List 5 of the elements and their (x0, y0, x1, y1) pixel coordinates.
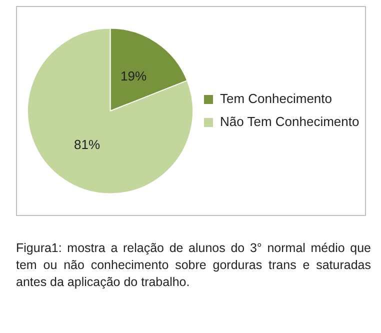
legend-label: Não Tem Conhecimento (220, 114, 360, 130)
text: Figura1: mostra a relação de alunos do 3° normal médio que tem ou não conhecimento sobre gorduras trans e saturadas antes da aplicação do trabalho. (16, 240, 371, 291)
data-label: 81% (74, 136, 100, 152)
data-label: 19% (120, 68, 147, 84)
legend-label: Tem Conhecimento (220, 91, 332, 106)
